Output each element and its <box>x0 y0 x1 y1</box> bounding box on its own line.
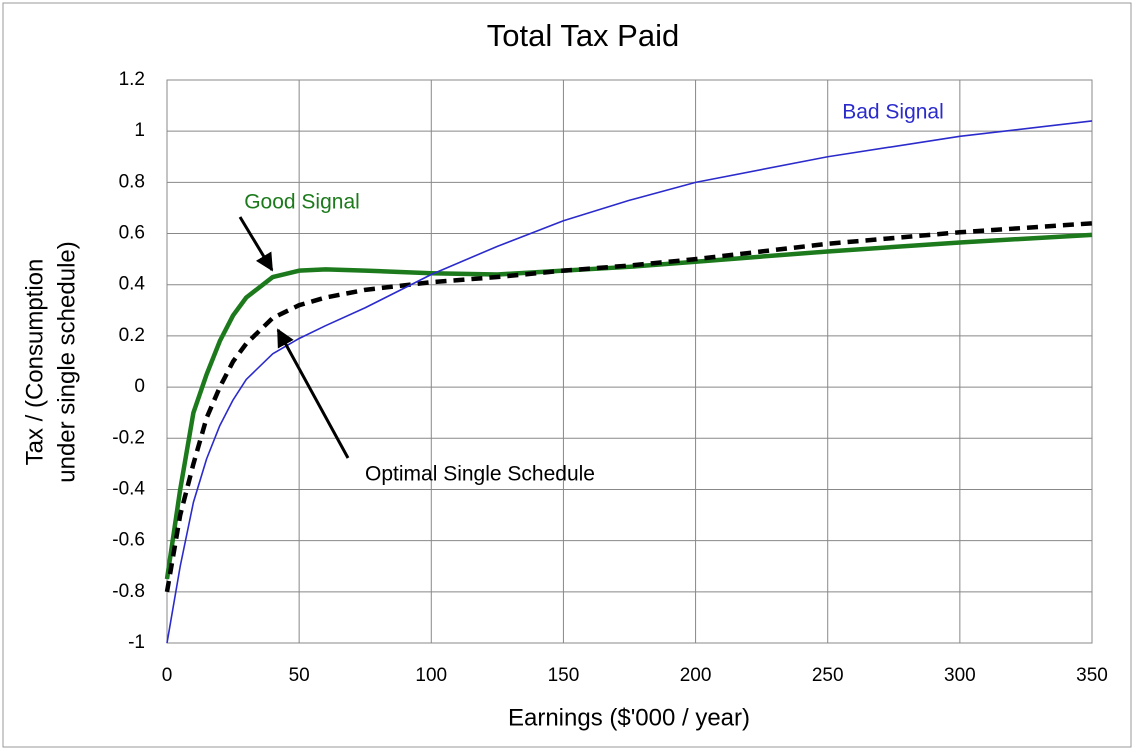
x-tick-label: 150 <box>548 665 580 686</box>
series-label: Optimal Single Schedule <box>365 463 595 486</box>
x-axis-label: Earnings ($'000 / year) <box>508 704 750 731</box>
series-label: Bad Signal <box>842 101 944 124</box>
annotations: Good Signal Optimal Single Schedule Bad Si… <box>244 101 944 486</box>
y-tick-label: 0.2 <box>119 325 145 346</box>
arrow <box>238 216 274 272</box>
y-tick-label: 0.8 <box>119 171 145 192</box>
x-tick-label: 250 <box>812 665 844 686</box>
x-tick-label: 50 <box>289 665 310 686</box>
y-tick-label: -1 <box>128 632 145 653</box>
series-label: Good Signal <box>244 191 360 214</box>
lines <box>164 120 1093 644</box>
y-tick-label: 0.4 <box>119 274 146 295</box>
y-tick-label: -0.4 <box>112 478 145 499</box>
x-tick-label: 100 <box>415 665 447 686</box>
x-tick-label: 0 <box>162 665 173 686</box>
y-axis-label-line: Tax / (Consumption <box>21 259 48 466</box>
y-axis-label: Tax / (Consumption under single schedule… <box>21 241 80 483</box>
y-tick-label: -0.6 <box>112 530 145 551</box>
series-line <box>166 120 1093 644</box>
series-line <box>164 221 1093 593</box>
y-tick-label: 1.2 <box>119 69 145 90</box>
x-tick-label: 300 <box>944 665 976 686</box>
chart-title: Total Tax Paid <box>487 18 679 53</box>
y-tick-label: 0 <box>134 376 145 397</box>
x-tick-label: 200 <box>680 665 712 686</box>
x-tick-label: 350 <box>1076 665 1108 686</box>
y-tick-label: -0.2 <box>112 427 145 448</box>
y-tick-label: 1 <box>134 120 145 141</box>
y-axis-label-line: under single schedule) <box>53 241 80 483</box>
y-tick-label: 0.6 <box>119 223 145 244</box>
y-tick-label: -0.8 <box>112 581 145 602</box>
plot-area <box>166 79 1093 644</box>
arrow <box>276 328 350 459</box>
grid: -1 -0.8 -0.6 -0.4 -0.2 0 0.2 0.4 0.6 0.8 1 1.2 0 50 10… <box>112 69 1108 686</box>
series-line <box>164 232 1093 580</box>
